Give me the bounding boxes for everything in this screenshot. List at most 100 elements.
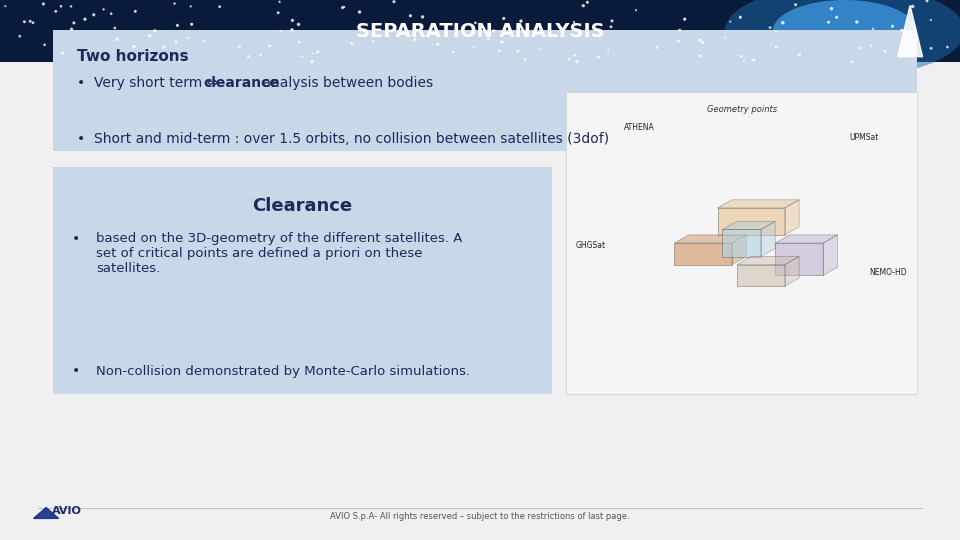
Point <box>824 4 839 13</box>
FancyBboxPatch shape <box>53 167 552 394</box>
Point <box>48 7 63 16</box>
Point <box>671 37 686 45</box>
Point <box>344 39 359 48</box>
Polygon shape <box>34 508 59 518</box>
Point <box>156 43 172 51</box>
Point <box>885 22 900 31</box>
Point <box>231 43 247 51</box>
Point <box>852 44 867 52</box>
Polygon shape <box>776 243 824 275</box>
Polygon shape <box>784 200 799 235</box>
Point <box>649 43 664 52</box>
FancyBboxPatch shape <box>566 92 917 394</box>
Text: NEMO-HD: NEMO-HD <box>870 268 907 278</box>
Point <box>494 38 510 46</box>
Point <box>736 57 752 65</box>
Point <box>492 46 507 55</box>
Point <box>576 2 591 10</box>
Point <box>241 52 256 61</box>
Point <box>292 38 307 46</box>
Point <box>142 44 157 52</box>
Point <box>183 2 199 11</box>
Point <box>25 18 40 27</box>
Polygon shape <box>674 243 732 265</box>
Point <box>844 57 859 66</box>
Point <box>271 9 286 17</box>
Polygon shape <box>776 235 837 243</box>
Point <box>294 52 309 60</box>
Point <box>732 14 748 22</box>
Point <box>63 2 79 11</box>
Point <box>903 28 919 36</box>
Point <box>877 47 893 56</box>
Text: GHGSat: GHGSat <box>576 241 606 251</box>
Text: UPMSat: UPMSat <box>849 133 878 143</box>
Point <box>629 6 644 15</box>
Text: Geometry points: Geometry points <box>707 105 777 114</box>
Point <box>407 35 422 44</box>
Point <box>172 56 187 65</box>
Point <box>262 42 277 50</box>
Text: clearance: clearance <box>204 76 279 90</box>
Point <box>54 2 69 11</box>
Point <box>304 49 320 58</box>
Point <box>821 18 836 26</box>
Point <box>77 15 92 24</box>
Point <box>775 18 790 27</box>
Polygon shape <box>732 235 747 265</box>
Point <box>692 36 708 45</box>
Point <box>788 1 804 9</box>
Point <box>168 38 183 46</box>
Point <box>496 14 512 23</box>
Ellipse shape <box>725 0 960 78</box>
Point <box>55 49 70 57</box>
Point <box>865 24 880 33</box>
Point <box>366 37 381 45</box>
Point <box>733 52 749 60</box>
Point <box>310 48 325 56</box>
Point <box>403 11 419 20</box>
Polygon shape <box>898 5 923 57</box>
Point <box>445 48 461 57</box>
Point <box>768 27 783 36</box>
Point <box>517 55 533 64</box>
Point <box>850 18 865 26</box>
Text: Clearance: Clearance <box>252 197 352 215</box>
Point <box>695 38 710 46</box>
Point <box>104 9 119 18</box>
Polygon shape <box>722 221 776 229</box>
Point <box>746 56 761 64</box>
Text: ATHENA: ATHENA <box>624 123 655 132</box>
Point <box>196 37 211 45</box>
Point <box>828 13 844 22</box>
Text: AVIO S.p.A- All rights reserved – subject to the restrictions of last page.: AVIO S.p.A- All rights reserved – subjec… <box>330 512 630 521</box>
Point <box>212 2 228 11</box>
Polygon shape <box>784 256 799 286</box>
Point <box>693 51 708 60</box>
Point <box>180 34 196 43</box>
Point <box>386 0 401 6</box>
Point <box>16 17 32 26</box>
Text: •  Very short term ⇔: • Very short term ⇔ <box>77 76 218 90</box>
Point <box>924 44 939 52</box>
Point <box>605 17 620 25</box>
Text: analysis between bodies: analysis between bodies <box>258 76 433 90</box>
Polygon shape <box>737 265 784 286</box>
Point <box>273 27 288 36</box>
Point <box>905 2 921 11</box>
Point <box>108 24 123 32</box>
Point <box>66 18 82 27</box>
Polygon shape <box>722 230 760 256</box>
Point <box>723 17 738 26</box>
Point <box>486 26 501 35</box>
Point <box>12 32 28 40</box>
Point <box>36 0 51 8</box>
Point <box>272 0 287 6</box>
Point <box>142 31 157 40</box>
Polygon shape <box>674 235 747 243</box>
Point <box>86 10 102 19</box>
Point <box>252 51 268 59</box>
Point <box>415 12 430 21</box>
FancyBboxPatch shape <box>0 0 960 62</box>
Point <box>580 0 595 6</box>
